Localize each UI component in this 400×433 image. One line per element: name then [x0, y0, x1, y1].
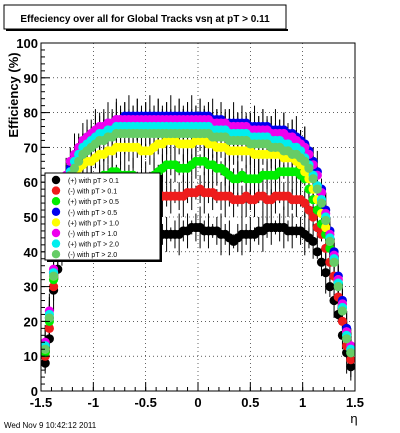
data-point [321, 215, 331, 226]
legend: (+) with pT > 0.1 (-) with pT > 0.1 (+) wi… [44, 172, 162, 262]
legend-entry-label: (+) with pT > 0.1 [68, 178, 119, 185]
y-tick-label: 30 [24, 280, 38, 295]
y-axis-label: Efficiency (%) [6, 52, 21, 137]
legend-marker [51, 228, 61, 238]
data-point [325, 236, 335, 246]
data-point [316, 257, 327, 267]
y-tick-label: 10 [24, 349, 38, 364]
data-point [321, 222, 331, 233]
data-point [304, 163, 314, 173]
y-tick-label: 20 [24, 314, 38, 329]
x-axis-label: η [350, 411, 357, 426]
data-point [40, 358, 50, 368]
legend-shadow-right [160, 175, 162, 262]
data-point [333, 282, 343, 292]
x-tick-label: 0 [194, 395, 201, 410]
data-point [346, 348, 356, 358]
data-point [300, 156, 310, 166]
legend-marker [51, 239, 61, 248]
data-point [321, 268, 331, 278]
tick-labels: -1.5 -1 -0.5 0 0.5 1 1.5 0 10 20 30 40 50 60 70 80 90 100 [16, 36, 364, 410]
legend-entry-label: (-) with pT > 0.1 [68, 189, 117, 196]
legend-marker [51, 218, 61, 227]
data-point [48, 282, 59, 292]
data-point [304, 205, 314, 215]
data-point [40, 344, 50, 354]
x-tick-label: 0.5 [241, 395, 259, 410]
legend-entries: (+) with pT > 0.1 (-) with pT > 0.1 (+) wi… [51, 175, 119, 259]
data-point [300, 198, 310, 208]
data-point [346, 362, 356, 372]
footer-timestamp: Wed Nov 9 10:42:12 2011 [4, 421, 97, 430]
data-point [312, 184, 322, 194]
y-tick-label: 70 [24, 140, 38, 155]
data-point [69, 163, 80, 173]
y-tick-label: 50 [24, 210, 38, 225]
axis-ticks [40, 42, 356, 392]
x-tick-label: -1 [88, 395, 100, 410]
legend-marker [51, 197, 61, 206]
legend-marker [51, 186, 61, 195]
legend-entry-label: (-) with pT > 2.0 [68, 252, 117, 259]
legend-shadow-bottom [47, 260, 162, 262]
legend-entry-label: (+) with pT > 1.0 [68, 220, 119, 227]
legend-entry-label: (-) with pT > 0.5 [68, 210, 117, 217]
data-point [44, 313, 54, 323]
legend-entry-label: (+) with pT > 0.5 [68, 199, 119, 206]
y-tick-label: 60 [24, 175, 38, 190]
x-tick-label: 1.5 [346, 395, 364, 410]
data-point [337, 316, 348, 326]
title-box [3, 4, 287, 30]
data-point [329, 257, 339, 267]
x-tick-label: -1.5 [30, 395, 52, 410]
data-point [308, 174, 318, 184]
data-point [342, 334, 352, 344]
title-box-shadow [6, 29, 288, 31]
y-tick-label: 100 [16, 36, 38, 51]
legend-entry-label: (+) with pT > 2.0 [68, 242, 119, 249]
y-tick-label: 90 [24, 71, 38, 86]
data-point [316, 198, 327, 208]
legend-marker [51, 175, 61, 185]
y-tick-label: 40 [24, 245, 38, 260]
data-point [325, 282, 335, 292]
legend-box [44, 172, 161, 261]
data-point [346, 355, 356, 365]
data-point [312, 247, 322, 257]
x-tick-label: -0.5 [134, 395, 156, 410]
data-point [48, 271, 59, 281]
legend-marker [51, 207, 61, 216]
y-tick-label: 80 [24, 106, 38, 121]
data-point [337, 306, 348, 316]
data-point [308, 212, 318, 222]
y-tick-label: 0 [31, 384, 38, 399]
legend-entry-label: (-) with pT > 1.0 [68, 231, 117, 238]
chart-title: Effeciency over all for Global Tracks vs… [20, 14, 270, 25]
legend-marker [51, 250, 61, 259]
x-tick-label: 1 [299, 395, 306, 410]
data-point [308, 236, 318, 246]
data-point [74, 156, 84, 166]
data-point [44, 323, 54, 333]
